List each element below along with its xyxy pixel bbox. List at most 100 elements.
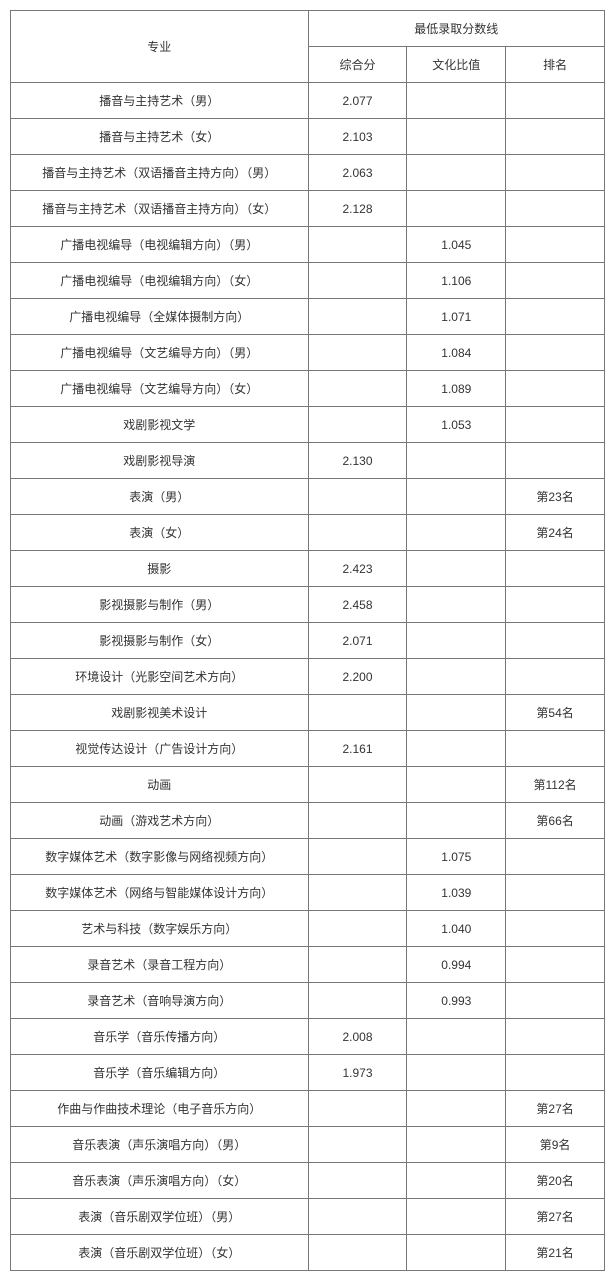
header-rank: 排名: [506, 47, 605, 83]
cell-rank: [506, 659, 605, 695]
cell-culture: [407, 731, 506, 767]
table-header-row-1: 专业 最低录取分数线: [11, 11, 605, 47]
cell-composite: [308, 911, 407, 947]
cell-major: 表演（女）: [11, 515, 309, 551]
cell-major: 广播电视编导（全媒体摄制方向）: [11, 299, 309, 335]
table-row: 录音艺术（录音工程方向）0.994: [11, 947, 605, 983]
cell-major: 录音艺术（音响导演方向）: [11, 983, 309, 1019]
header-culture: 文化比值: [407, 47, 506, 83]
cell-composite: [308, 299, 407, 335]
cell-rank: 第27名: [506, 1199, 605, 1235]
cell-rank: [506, 299, 605, 335]
cell-major: 戏剧影视文学: [11, 407, 309, 443]
cell-major: 广播电视编导（电视编辑方向）（男）: [11, 227, 309, 263]
cell-composite: [308, 1163, 407, 1199]
table-row: 戏剧影视文学 1.053: [11, 407, 605, 443]
cell-major: 音乐表演（声乐演唱方向）（女）: [11, 1163, 309, 1199]
table-row: 音乐表演（声乐演唱方向）（男）第9名: [11, 1127, 605, 1163]
cell-culture: [407, 443, 506, 479]
cell-major: 戏剧影视导演: [11, 443, 309, 479]
cell-culture: 1.071: [407, 299, 506, 335]
cell-culture: [407, 1127, 506, 1163]
table-row: 戏剧影视美术设计第54名: [11, 695, 605, 731]
cell-culture: 0.993: [407, 983, 506, 1019]
cell-major: 广播电视编导（电视编辑方向）（女）: [11, 263, 309, 299]
cell-culture: 1.045: [407, 227, 506, 263]
cell-composite: [308, 371, 407, 407]
cell-major: 表演（音乐剧双学位班）（男）: [11, 1199, 309, 1235]
table-row: 音乐学（音乐编辑方向）1.973: [11, 1055, 605, 1091]
table-row: 艺术与科技（数字娱乐方向）1.040: [11, 911, 605, 947]
table-row: 表演（音乐剧双学位班）（男） 第27名: [11, 1199, 605, 1235]
cell-major: 播音与主持艺术（男）: [11, 83, 309, 119]
table-row: 播音与主持艺术（男）2.077: [11, 83, 605, 119]
header-major: 专业: [11, 11, 309, 83]
cell-composite: [308, 695, 407, 731]
cell-culture: [407, 1019, 506, 1055]
cell-rank: 第66名: [506, 803, 605, 839]
cell-rank: [506, 623, 605, 659]
table-row: 表演（男）第23名: [11, 479, 605, 515]
cell-culture: [407, 1235, 506, 1271]
table-row: 录音艺术（音响导演方向） 0.993: [11, 983, 605, 1019]
cell-major: 摄影: [11, 551, 309, 587]
cell-major: 表演（音乐剧双学位班）（女）: [11, 1235, 309, 1271]
cell-composite: [308, 803, 407, 839]
cell-composite: [308, 515, 407, 551]
table-body: 播音与主持艺术（男）2.077播音与主持艺术（女）2.103播音与主持艺术（双语…: [11, 83, 605, 1271]
cell-culture: [407, 803, 506, 839]
cell-major: 作曲与作曲技术理论（电子音乐方向）: [11, 1091, 309, 1127]
table-row: 摄影2.423: [11, 551, 605, 587]
cell-major: 播音与主持艺术（双语播音主持方向）（女）: [11, 191, 309, 227]
table-row: 广播电视编导（电视编辑方向）（女）1.106: [11, 263, 605, 299]
cell-composite: 2.071: [308, 623, 407, 659]
cell-rank: [506, 1019, 605, 1055]
cell-rank: [506, 1055, 605, 1091]
table-row: 数字媒体艺术（网络与智能媒体设计方向）1.039: [11, 875, 605, 911]
cell-culture: [407, 1091, 506, 1127]
admission-scores-table: 专业 最低录取分数线 综合分 文化比值 排名 播音与主持艺术（男）2.077播音…: [10, 10, 605, 1271]
cell-culture: 1.089: [407, 371, 506, 407]
table-row: 播音与主持艺术（双语播音主持方向）（男）2.063: [11, 155, 605, 191]
cell-culture: [407, 83, 506, 119]
cell-composite: 2.128: [308, 191, 407, 227]
header-composite: 综合分: [308, 47, 407, 83]
table-row: 音乐表演（声乐演唱方向）（女）第20名: [11, 1163, 605, 1199]
table-row: 播音与主持艺术（女）2.103: [11, 119, 605, 155]
cell-composite: [308, 227, 407, 263]
table-row: 作曲与作曲技术理论（电子音乐方向）第27名: [11, 1091, 605, 1127]
cell-rank: [506, 983, 605, 1019]
cell-rank: [506, 227, 605, 263]
table-row: 广播电视编导（文艺编导方向）（男）1.084: [11, 335, 605, 371]
cell-composite: [308, 1199, 407, 1235]
table-row: 影视摄影与制作（女）2.071: [11, 623, 605, 659]
cell-composite: [308, 335, 407, 371]
table-row: 音乐学（音乐传播方向）2.008: [11, 1019, 605, 1055]
cell-culture: 1.040: [407, 911, 506, 947]
cell-major: 动画（游戏艺术方向）: [11, 803, 309, 839]
cell-rank: [506, 875, 605, 911]
cell-rank: [506, 155, 605, 191]
cell-culture: 1.075: [407, 839, 506, 875]
cell-culture: 1.053: [407, 407, 506, 443]
table-row: 环境设计（光影空间艺术方向）2.200: [11, 659, 605, 695]
cell-composite: 2.161: [308, 731, 407, 767]
cell-composite: 2.008: [308, 1019, 407, 1055]
cell-culture: 0.994: [407, 947, 506, 983]
cell-rank: 第112名: [506, 767, 605, 803]
table-row: 视觉传达设计（广告设计方向）2.161: [11, 731, 605, 767]
cell-major: 播音与主持艺术（双语播音主持方向）（男）: [11, 155, 309, 191]
table-row: 广播电视编导（全媒体摄制方向） 1.071: [11, 299, 605, 335]
cell-composite: 2.077: [308, 83, 407, 119]
table-row: 数字媒体艺术（数字影像与网络视频方向）1.075: [11, 839, 605, 875]
cell-composite: [308, 983, 407, 1019]
cell-culture: [407, 659, 506, 695]
table-row: 影视摄影与制作（男）2.458: [11, 587, 605, 623]
cell-major: 表演（男）: [11, 479, 309, 515]
cell-rank: [506, 551, 605, 587]
cell-major: 音乐学（音乐编辑方向）: [11, 1055, 309, 1091]
table-row: 动画第112名: [11, 767, 605, 803]
cell-rank: 第9名: [506, 1127, 605, 1163]
cell-rank: [506, 587, 605, 623]
cell-major: 视觉传达设计（广告设计方向）: [11, 731, 309, 767]
